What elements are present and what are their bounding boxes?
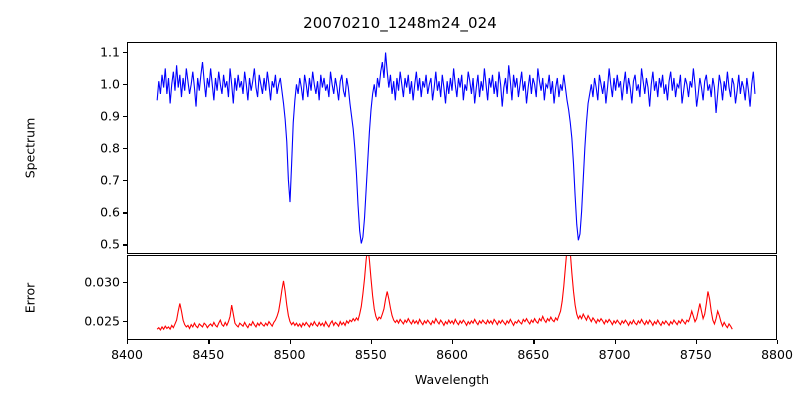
x-axis-label: Wavelength — [414, 372, 490, 387]
x-tick-label: 8750 — [679, 347, 712, 362]
axis-tick-mark — [208, 340, 210, 344]
axis-tick-mark — [533, 340, 535, 344]
x-tick-label: 8500 — [273, 347, 306, 362]
spectrum-y-tick-label: 0.5 — [100, 236, 120, 252]
axis-tick-mark — [695, 340, 698, 344]
axis-tick-mark — [127, 340, 129, 344]
x-tick-label: 8700 — [598, 347, 631, 362]
spectrum-y-tick-label: 1.0 — [100, 76, 120, 92]
axis-tick-mark — [452, 340, 454, 344]
error-y-tick-label: 0.025 — [84, 313, 120, 329]
error-y-tick-label: 0.030 — [84, 274, 120, 290]
spectrum-y-tick-label: 0.6 — [100, 204, 120, 220]
spectrum-line-svg — [128, 43, 776, 253]
error-trace — [157, 256, 732, 330]
error-line-svg — [128, 256, 776, 339]
axis-tick-mark — [614, 340, 616, 344]
x-tick-label: 8600 — [436, 347, 468, 362]
axis-tick-mark — [289, 340, 291, 344]
spectrum-trace — [157, 53, 755, 244]
x-tick-label: 8650 — [517, 347, 550, 362]
axis-tick-mark — [370, 340, 373, 344]
spectrum-y-tick-label: 1.1 — [100, 44, 120, 60]
spectrum-y-tick-label: 0.9 — [100, 108, 120, 124]
axis-tick-mark — [777, 340, 779, 344]
spectrum-plot-panel — [127, 42, 777, 254]
spectrum-y-tick-label: 0.7 — [100, 172, 120, 188]
error-y-axis-label: Error — [22, 282, 38, 314]
x-tick-label: 8450 — [192, 347, 225, 362]
error-plot-panel — [127, 255, 777, 340]
x-tick-label: 8400 — [111, 347, 143, 362]
spectrum-y-tick-label: 0.8 — [100, 140, 120, 156]
spectrum-y-axis-label: Spectrum — [22, 117, 38, 179]
x-tick-label: 8800 — [761, 347, 793, 362]
figure-title: 20070210_1248m24_024 — [303, 14, 497, 32]
x-tick-label: 8550 — [354, 347, 387, 362]
